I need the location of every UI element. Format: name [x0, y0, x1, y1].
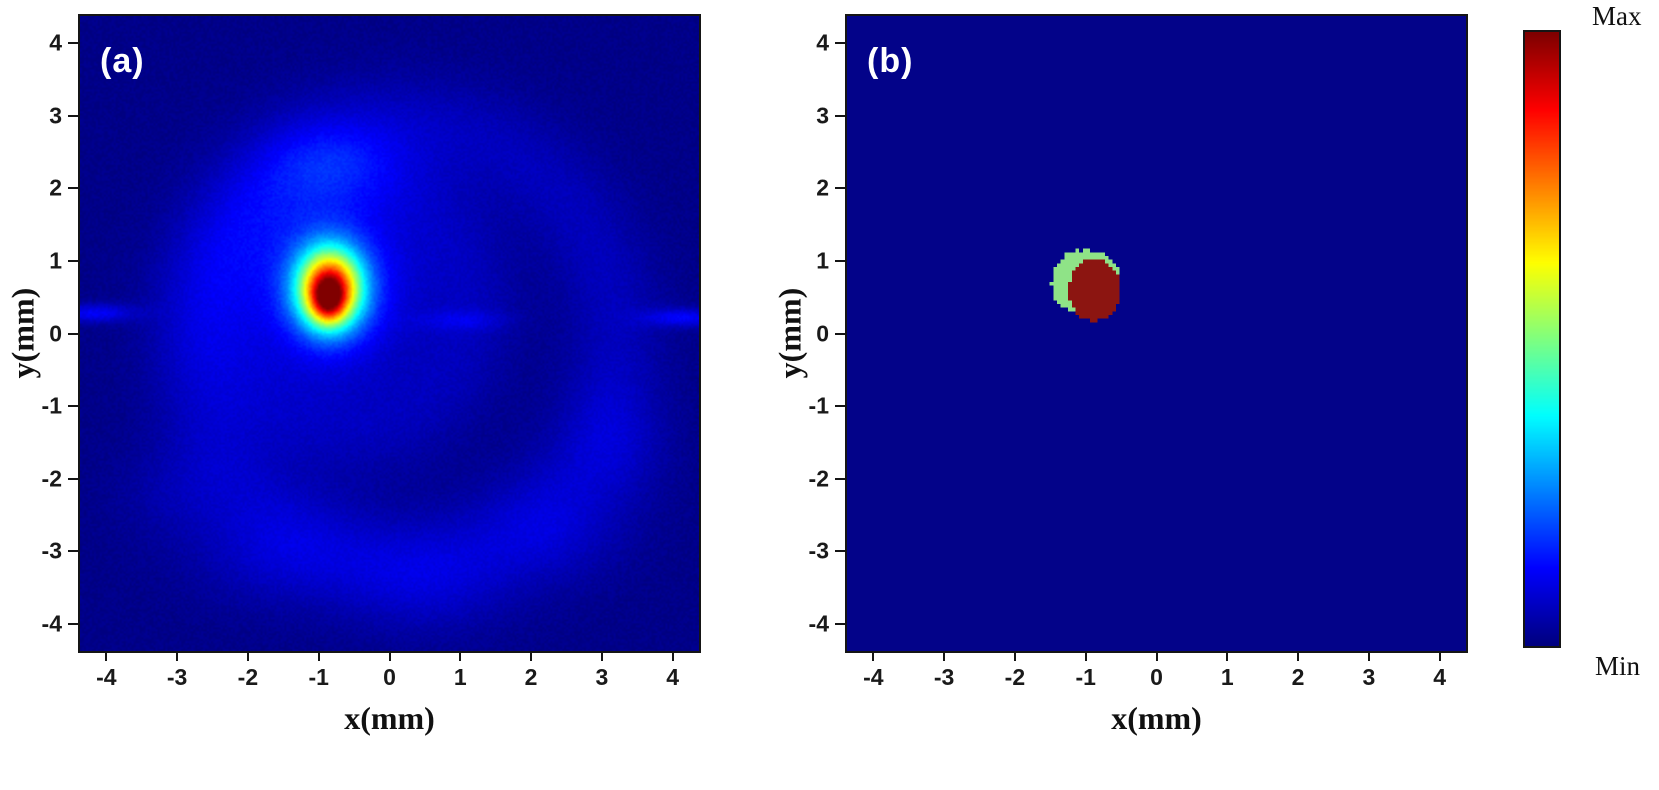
- x-tick-label: -1: [308, 664, 329, 690]
- y-tick-label: 3: [49, 102, 62, 129]
- y-tick-mark: [835, 187, 845, 190]
- y-tick-label: -2: [808, 465, 829, 492]
- y-tick-mark: [68, 114, 78, 117]
- y-tick-labels: 4 3 2 1 0 -1 -2 -3 -4: [783, 14, 829, 653]
- x-tick-label: 4: [1433, 664, 1447, 690]
- panel-a-tag: (a): [100, 42, 145, 80]
- x-axis-label: x(mm): [1111, 700, 1202, 736]
- colorbar-gradient: [1525, 32, 1559, 646]
- x-tick-mark: [872, 651, 875, 661]
- y-tick-label: 0: [49, 320, 62, 346]
- y-tick-mark: [835, 477, 845, 480]
- y-tick-mark: [68, 405, 78, 408]
- y-tick-label: -3: [808, 537, 829, 564]
- panel-b-tag: (b): [867, 42, 914, 80]
- y-tick-label: 0: [816, 320, 829, 346]
- x-tick-label: 1: [1220, 664, 1234, 690]
- y-tick-mark: [835, 332, 845, 335]
- x-tick-label: 0: [383, 664, 396, 690]
- x-tick-label: -2: [237, 664, 259, 690]
- y-tick-marks: [68, 14, 78, 653]
- x-tick-mark: [1367, 651, 1370, 661]
- y-tick-labels: 4 3 2 1 0 -1 -2 -3 -4: [16, 14, 62, 653]
- colorbar: [1523, 30, 1561, 648]
- heatmap-a-canvas: [80, 16, 699, 651]
- x-tick-mark: [1438, 651, 1441, 661]
- x-tick-label: 3: [595, 664, 609, 690]
- y-axis-label: y(mm): [771, 287, 808, 379]
- y-tick-label: -1: [41, 392, 62, 419]
- x-tick-mark: [1084, 651, 1087, 661]
- x-tick-mark: [105, 651, 108, 661]
- x-axis-label: x(mm): [344, 700, 435, 736]
- x-tick-mark: [1155, 651, 1158, 661]
- y-tick-mark: [68, 622, 78, 625]
- y-tick-mark: [68, 332, 78, 335]
- x-tick-label: 2: [1291, 664, 1305, 690]
- x-tick-mark: [317, 651, 320, 661]
- x-tick-mark: [671, 651, 674, 661]
- y-tick-label: 4: [816, 29, 829, 56]
- x-tick-mark: [176, 651, 179, 661]
- x-tick-labels: -4 -3 -2 -1 0 1 2 3 4: [845, 664, 1468, 694]
- y-tick-label: 4: [49, 29, 62, 56]
- x-tick-label: 1: [453, 664, 467, 690]
- x-tick-label: -3: [166, 664, 188, 690]
- x-tick-mark: [459, 651, 462, 661]
- y-tick-marks: [835, 14, 845, 653]
- x-tick-label: -2: [1004, 664, 1026, 690]
- x-tick-label: 0: [1150, 664, 1163, 690]
- x-tick-mark: [388, 651, 391, 661]
- x-tick-mark: [246, 651, 249, 661]
- panel-b-plot-area: (b): [845, 14, 1468, 653]
- y-tick-label: 3: [816, 102, 829, 129]
- heatmap-b-canvas: [847, 16, 1466, 651]
- y-tick-label: -4: [808, 610, 829, 637]
- y-tick-mark: [835, 114, 845, 117]
- x-tick-label: -3: [933, 664, 955, 690]
- x-tick-label: -4: [863, 664, 884, 690]
- y-tick-label: -1: [808, 392, 829, 419]
- y-tick-label: -2: [41, 465, 62, 492]
- y-tick-mark: [835, 405, 845, 408]
- x-tick-mark: [1226, 651, 1229, 661]
- x-tick-label: 2: [524, 664, 538, 690]
- y-tick-mark: [835, 42, 845, 45]
- x-tick-label: -4: [96, 664, 117, 690]
- y-tick-label: -4: [41, 610, 62, 637]
- y-tick-mark: [68, 42, 78, 45]
- y-tick-mark: [835, 622, 845, 625]
- y-tick-mark: [68, 259, 78, 262]
- x-tick-mark: [943, 651, 946, 661]
- y-tick-label: 1: [816, 247, 829, 274]
- y-tick-mark: [68, 477, 78, 480]
- x-tick-label: 3: [1362, 664, 1376, 690]
- x-tick-label: 4: [666, 664, 680, 690]
- x-tick-labels: -4 -3 -2 -1 0 1 2 3 4: [78, 664, 701, 694]
- x-tick-mark: [1013, 651, 1016, 661]
- y-tick-label: -3: [41, 537, 62, 564]
- colorbar-min-label: Min: [1595, 651, 1641, 681]
- panel-a-plot-area: (a): [78, 14, 701, 653]
- x-tick-mark: [600, 651, 603, 661]
- x-tick-mark: [1297, 651, 1300, 661]
- y-tick-mark: [68, 187, 78, 190]
- y-tick-mark: [68, 550, 78, 553]
- y-tick-mark: [835, 259, 845, 262]
- x-tick-mark: [530, 651, 533, 661]
- x-tick-marks: [845, 651, 1468, 661]
- colorbar-max-label: Max: [1592, 1, 1642, 31]
- y-tick-label: 2: [816, 174, 829, 201]
- y-tick-mark: [835, 550, 845, 553]
- x-tick-marks: [78, 651, 701, 661]
- y-tick-label: 1: [49, 247, 62, 274]
- x-tick-label: -1: [1075, 664, 1096, 690]
- y-tick-label: 2: [49, 174, 62, 201]
